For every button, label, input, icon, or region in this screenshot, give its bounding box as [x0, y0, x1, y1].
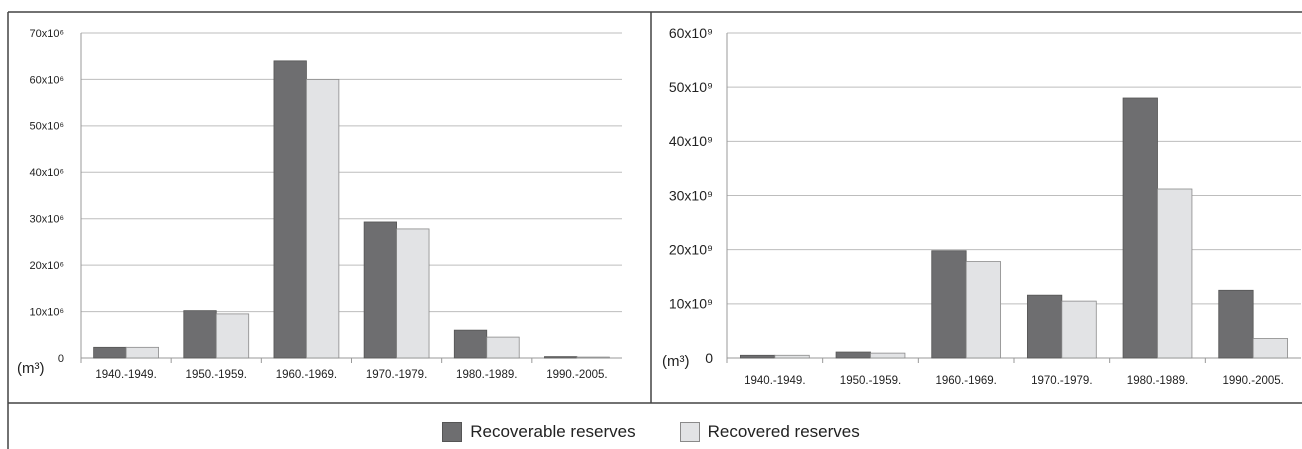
y-tick-label: 20x10⁶ — [30, 260, 65, 272]
x-category-label: 1990.-2005. — [546, 369, 607, 381]
bar-recoverable — [835, 351, 871, 359]
legend-item-recovered: Recovered reserves — [679, 422, 860, 442]
x-category-label: 1950.-1959. — [840, 375, 901, 387]
x-category-label: 1980.-1989. — [1127, 375, 1188, 387]
bar-recovered — [215, 313, 250, 359]
x-category-label: 1960.-1969. — [935, 375, 996, 387]
y-tick-label: 60x10⁹ — [669, 25, 713, 41]
bar-recoverable — [453, 329, 488, 359]
y-tick-label: 0 — [705, 350, 713, 366]
y-tick-label: 10x10⁶ — [30, 306, 65, 318]
legend-label-recovered: Recovered reserves — [707, 422, 860, 441]
x-category-label: 1960.-1969. — [276, 369, 337, 381]
y-tick-label: 40x10⁶ — [30, 167, 65, 179]
bar-recovered — [576, 356, 610, 359]
bar-recovered — [486, 336, 520, 359]
x-category-label: 1980.-1989. — [456, 369, 517, 381]
x-category-label: 1990.-2005. — [1222, 375, 1283, 387]
bar-recoverable — [93, 346, 127, 359]
y-tick-label: 30x10⁶ — [30, 214, 65, 226]
bar-recoverable — [1218, 289, 1254, 359]
legend-label-recoverable: Recoverable reserves — [470, 422, 636, 441]
bar-recoverable — [183, 310, 217, 359]
x-category-label: 1940.-1949. — [95, 369, 156, 381]
y-tick-label: 0 — [58, 353, 64, 365]
y-tick-label: 60x10⁶ — [30, 74, 65, 86]
bar-recoverable — [931, 250, 967, 359]
y-tick-label: 20x10⁹ — [669, 242, 713, 258]
x-category-label: 1940.-1949. — [744, 375, 805, 387]
legend: Recoverable reserves Recovered reserves — [0, 419, 1302, 445]
bar-recovered — [870, 352, 906, 359]
bar-recovered — [1061, 300, 1097, 359]
y-tick-label: 30x10⁹ — [669, 187, 713, 203]
y-tick-label: 40x10⁹ — [669, 133, 713, 149]
bar-recoverable — [1122, 97, 1158, 359]
legend-swatch-recoverable — [442, 422, 463, 442]
unit-label: (m³) — [662, 353, 689, 370]
x-category-label: 1950.-1959. — [186, 369, 247, 381]
chart-oil-reserves: 0 10x10⁶ 20x10⁶ 30x10⁶ 40x10⁶ 50x10⁶ 60x10⁶ 70x… — [17, 28, 622, 381]
y-tick-label: 50x10⁶ — [30, 121, 65, 133]
chart-gas-reserves: 0 10x10⁹ 20x10⁹ 30x10⁹ 40x10⁹ 50x10⁹ 60x10⁹ 194… — [662, 25, 1301, 387]
x-category-label: 1970.-1979. — [366, 369, 427, 381]
bar-recovered — [774, 354, 810, 359]
bar-recoverable — [1026, 294, 1063, 359]
bar-recovered — [1252, 338, 1289, 359]
y-tick-label: 70x10⁶ — [30, 28, 65, 40]
unit-label: (m³) — [17, 360, 44, 377]
bar-recovered — [396, 228, 430, 359]
bar-recovered — [1157, 188, 1193, 359]
bar-recovered — [965, 261, 1002, 359]
bar-recoverable — [544, 356, 578, 359]
x-category-label: 1970.-1979. — [1031, 375, 1092, 387]
y-tick-label: 10x10⁹ — [669, 296, 713, 312]
bar-recoverable — [739, 354, 776, 359]
y-tick-label: 50x10⁹ — [669, 79, 713, 95]
bar-recovered — [306, 79, 340, 359]
bar-recovered — [125, 346, 159, 359]
legend-swatch-recovered — [679, 422, 700, 442]
bar-recoverable — [363, 221, 397, 359]
bar-recoverable — [273, 60, 307, 359]
legend-item-recoverable: Recoverable reserves — [442, 422, 636, 442]
